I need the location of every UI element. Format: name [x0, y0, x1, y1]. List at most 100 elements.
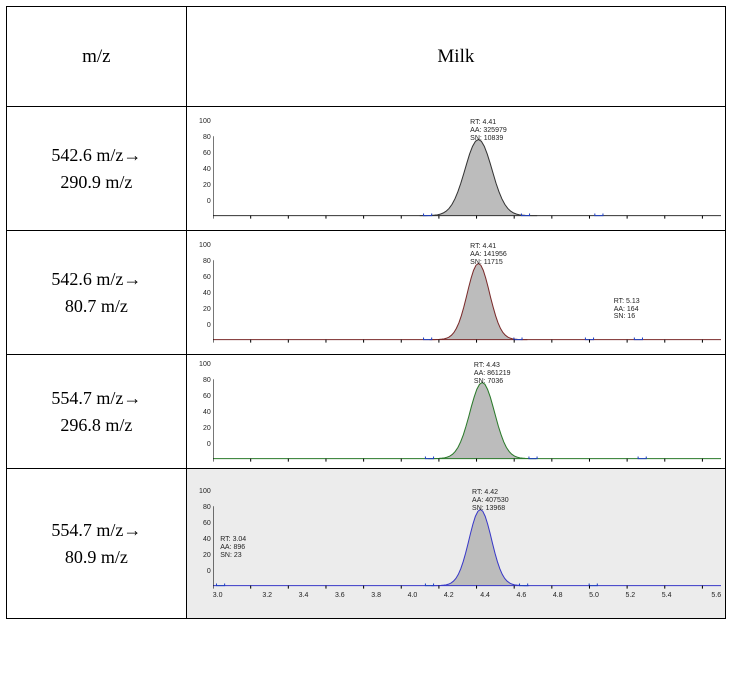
baseline-marker — [423, 214, 431, 216]
header-mz: m/z — [7, 7, 187, 107]
peak-fill — [428, 383, 536, 459]
chromatogram-cell: 100806040200RT: 4.43 AA: 861219 SN: 7036 — [186, 355, 725, 469]
transition-label-line: 290.9 m/z — [11, 169, 182, 196]
x-tick-label: 3.2 — [249, 592, 285, 599]
plot-area: RT: 4.41 AA: 325979 SN: 10839 — [213, 118, 721, 219]
header-milk: Milk — [186, 7, 725, 107]
baseline-marker — [514, 338, 522, 340]
baseline-marker — [529, 457, 537, 459]
transition-label-line: 542.6 m/z→ — [11, 142, 182, 169]
transition-label-cell: 542.6 m/z→80.7 m/z — [7, 231, 187, 355]
y-tick-label: 60 — [191, 150, 213, 166]
plot-area: RT: 4.43 AA: 861219 SN: 7036 — [213, 361, 721, 462]
data-row: 542.6 m/z→290.9 m/z100806040200RT: 4.41 … — [7, 107, 726, 231]
y-tick-label: 20 — [191, 182, 213, 198]
peak-fill — [419, 140, 536, 216]
transition-label-cell: 542.6 m/z→290.9 m/z — [7, 107, 187, 231]
y-axis-labels: 100806040200 — [191, 361, 213, 457]
y-tick-label: 80 — [191, 258, 213, 274]
y-tick-label: 100 — [191, 361, 213, 377]
peak-annotation: RT: 4.42 AA: 407530 SN: 13968 — [472, 489, 509, 512]
peak-annotation: RT: 4.41 AA: 325979 SN: 10839 — [470, 119, 507, 142]
baseline-marker — [216, 584, 224, 586]
baseline-marker — [423, 338, 431, 340]
y-tick-label: 80 — [191, 504, 213, 520]
peak-fill — [431, 510, 529, 586]
chromatogram-table: m/z Milk 542.6 m/z→290.9 m/z100806040200… — [6, 6, 726, 619]
data-row: 554.7 m/z→296.8 m/z100806040200RT: 4.43 … — [7, 355, 726, 469]
x-tick-label: 4.8 — [540, 592, 576, 599]
y-tick-label: 0 — [191, 198, 213, 214]
y-tick-label: 100 — [191, 118, 213, 134]
peak-annotation: RT: 4.41 AA: 141956 SN: 11715 — [470, 243, 507, 266]
x-tick-label: 4.0 — [394, 592, 430, 599]
baseline-marker — [425, 584, 433, 586]
transition-label-line: 554.7 m/z→ — [11, 385, 182, 412]
y-tick-label: 40 — [191, 290, 213, 306]
x-tick-label: 5.0 — [576, 592, 612, 599]
baseline-marker — [521, 214, 529, 216]
y-tick-label: 40 — [191, 409, 213, 425]
baseline-marker — [638, 457, 646, 459]
transition-label-line: 80.7 m/z — [11, 293, 182, 320]
transition-label-line: 542.6 m/z→ — [11, 266, 182, 293]
baseline-marker — [585, 338, 593, 340]
chromatogram-svg — [213, 118, 721, 219]
x-tick-label: 5.4 — [648, 592, 684, 599]
y-tick-label: 100 — [191, 242, 213, 258]
plot-area: RT: 4.42 AA: 407530 SN: 13968 RT: 3.04 AA… — [213, 488, 721, 592]
y-tick-label: 20 — [191, 552, 213, 568]
y-tick-label: 40 — [191, 536, 213, 552]
transition-label-cell: 554.7 m/z→80.9 m/z — [7, 469, 187, 619]
secondary-annotation: RT: 5.13 AA: 164 SN: 16 — [614, 298, 640, 321]
baseline-marker — [425, 457, 433, 459]
baseline-marker — [634, 338, 642, 340]
header-mz-text: m/z — [82, 46, 111, 67]
baseline-marker — [519, 584, 527, 586]
x-tick-label: 5.6 — [685, 592, 721, 599]
y-tick-label: 80 — [191, 134, 213, 150]
y-axis-labels: 100806040200 — [191, 488, 213, 584]
peak-annotation: RT: 4.43 AA: 861219 SN: 7036 — [474, 362, 511, 385]
secondary-annotation: RT: 3.04 AA: 896 SN: 23 — [220, 536, 246, 559]
transition-label-cell: 554.7 m/z→296.8 m/z — [7, 355, 187, 469]
y-tick-label: 60 — [191, 274, 213, 290]
x-axis-labels: 3.03.23.43.63.84.04.24.44.64.85.05.25.45… — [213, 592, 721, 599]
header-milk-text: Milk — [437, 46, 474, 67]
chromatogram-svg — [213, 361, 721, 462]
y-tick-label: 0 — [191, 322, 213, 338]
y-tick-label: 0 — [191, 568, 213, 584]
y-tick-label: 0 — [191, 441, 213, 457]
chromatogram-cell: 100806040200RT: 4.41 AA: 141956 SN: 1171… — [186, 231, 725, 355]
x-tick-label: 3.4 — [285, 592, 321, 599]
chromatogram-svg — [213, 488, 721, 592]
plot-area: RT: 4.41 AA: 141956 SN: 11715 RT: 5.13 AA… — [213, 242, 721, 343]
x-tick-label: 3.6 — [322, 592, 358, 599]
chromatogram-cell: 100806040200 RT: 4.41 AA: 325979 SN: 1083… — [186, 107, 725, 231]
data-row: 554.7 m/z→80.9 m/z100806040200RT: 4.42 A… — [7, 469, 726, 619]
y-tick-label: 60 — [191, 393, 213, 409]
y-tick-label: 40 — [191, 166, 213, 182]
y-tick-label: 60 — [191, 520, 213, 536]
x-tick-label: 4.6 — [503, 592, 539, 599]
x-tick-label: 3.8 — [358, 592, 394, 599]
chart-wrap: 100806040200RT: 4.42 AA: 407530 SN: 1396… — [191, 488, 721, 592]
chart-wrap: 100806040200 RT: 4.41 AA: 325979 SN: 1083… — [191, 118, 721, 219]
y-tick-label: 20 — [191, 425, 213, 441]
chart-wrap: 100806040200RT: 4.43 AA: 861219 SN: 7036 — [191, 361, 721, 462]
x-tick-label: 4.4 — [467, 592, 503, 599]
x-tick-label: 4.2 — [431, 592, 467, 599]
y-tick-label: 20 — [191, 306, 213, 322]
chart-wrap: 100806040200RT: 4.41 AA: 141956 SN: 1171… — [191, 242, 721, 343]
data-row: 542.6 m/z→80.7 m/z100806040200RT: 4.41 A… — [7, 231, 726, 355]
transition-label-line: 554.7 m/z→ — [11, 517, 182, 544]
transition-label-line: 296.8 m/z — [11, 412, 182, 439]
baseline-marker — [589, 584, 597, 586]
chromatogram-svg — [213, 242, 721, 343]
x-tick-label: 3.0 — [213, 592, 249, 599]
header-row: m/z Milk — [7, 7, 726, 107]
baseline-marker — [595, 214, 603, 216]
chromatogram-cell: 100806040200RT: 4.42 AA: 407530 SN: 1396… — [186, 469, 725, 619]
peak-fill — [429, 264, 527, 340]
y-axis-labels: 100806040200 — [191, 118, 213, 214]
